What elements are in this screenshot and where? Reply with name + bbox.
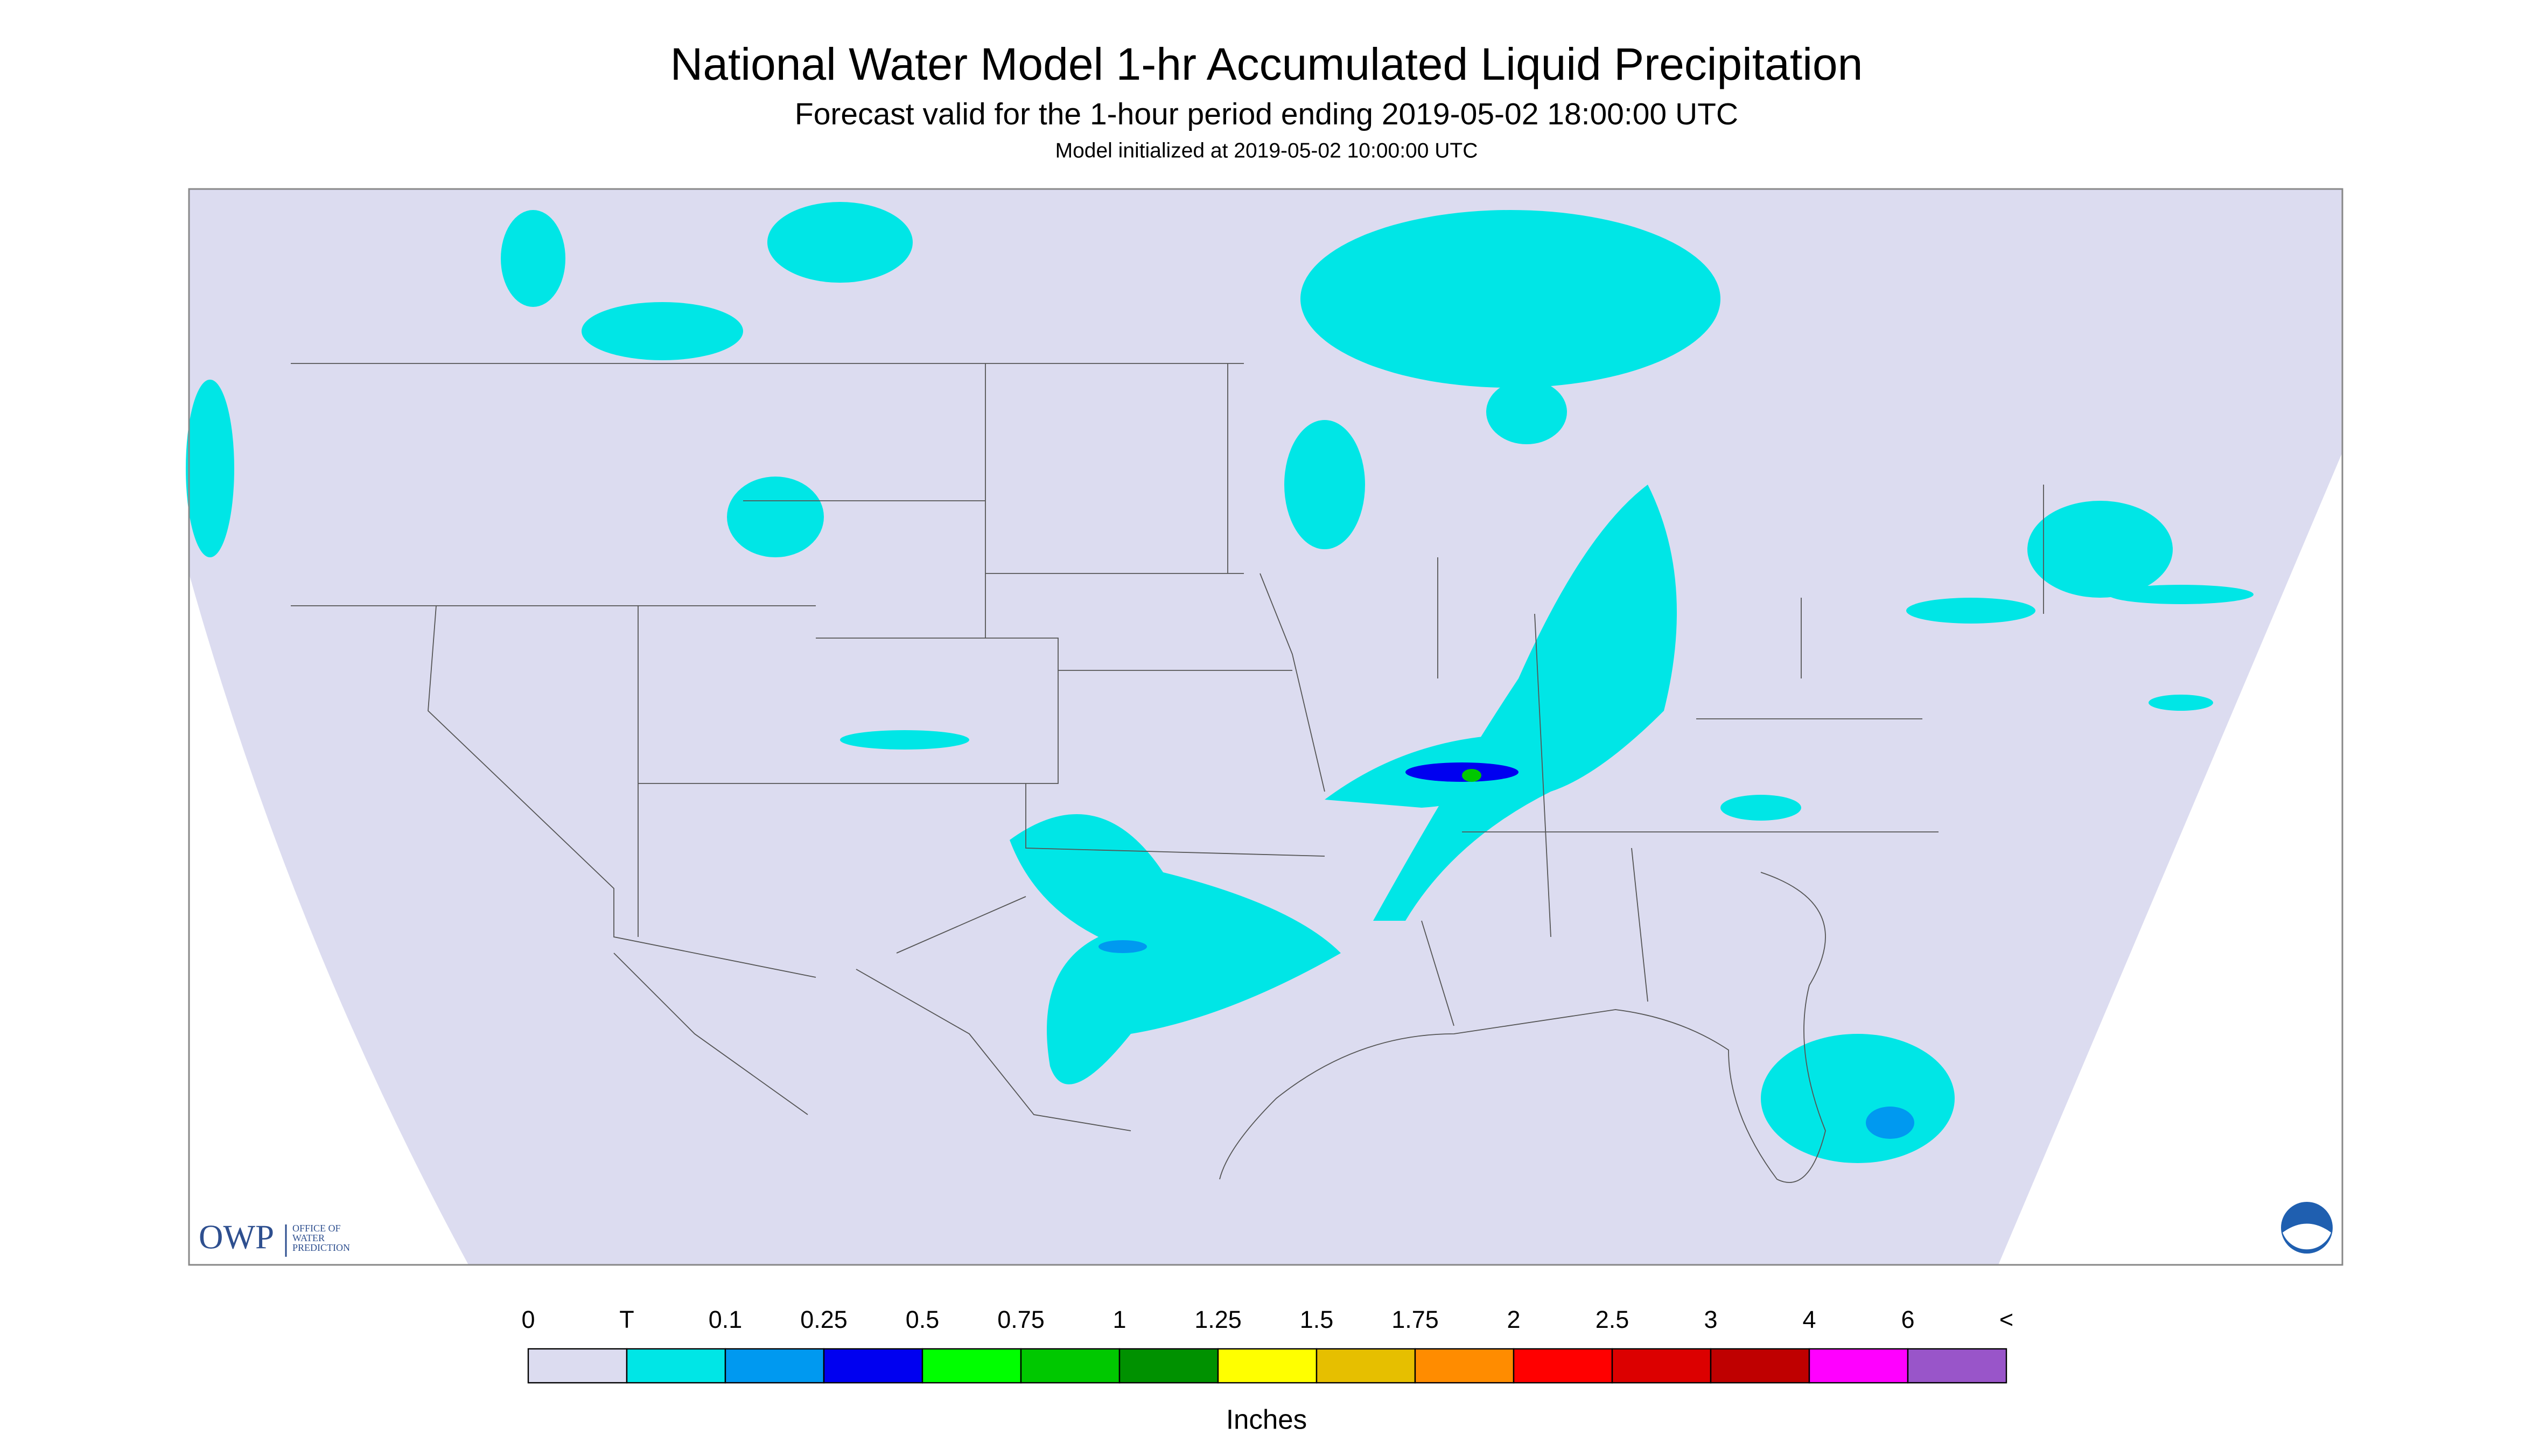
precip-area bbox=[1010, 814, 1341, 1084]
logo-line: OFFICE OF bbox=[292, 1223, 341, 1234]
legend-label: 1.5 bbox=[1300, 1306, 1334, 1333]
subtitle: Forecast valid for the 1-hour period end… bbox=[795, 97, 1738, 131]
precip-area bbox=[2108, 585, 2254, 605]
legend-label: 0.1 bbox=[709, 1306, 743, 1333]
precip-area bbox=[727, 477, 824, 558]
logo-line: PREDICTION bbox=[292, 1242, 350, 1253]
legend-swatch bbox=[1316, 1348, 1416, 1384]
legend-label: 2 bbox=[1507, 1306, 1520, 1333]
precip-area bbox=[1761, 1034, 1955, 1164]
precip-area bbox=[1098, 940, 1147, 954]
legend-label: 0.25 bbox=[800, 1306, 848, 1333]
legend-label: 1.25 bbox=[1194, 1306, 1242, 1333]
map-frame bbox=[188, 188, 2343, 1266]
precip-area bbox=[1906, 598, 2035, 624]
init-note: Model initialized at 2019-05-02 10:00:00… bbox=[1055, 139, 1478, 162]
precip-area bbox=[767, 202, 913, 283]
legend-swatch bbox=[1611, 1348, 1712, 1384]
logo-line: WATER bbox=[292, 1233, 325, 1243]
legend-label: 0.75 bbox=[997, 1306, 1045, 1333]
legend-swatch bbox=[1710, 1348, 1810, 1384]
legend-swatch bbox=[724, 1348, 825, 1384]
legend-label: < bbox=[1999, 1306, 2013, 1333]
legend-swatch bbox=[823, 1348, 923, 1384]
legend-label: T bbox=[619, 1306, 634, 1333]
precip-area bbox=[186, 380, 234, 558]
legend-swatch bbox=[921, 1348, 1022, 1384]
legend-swatch bbox=[1808, 1348, 1909, 1384]
precip-area bbox=[501, 210, 565, 307]
legend-label: 2.5 bbox=[1596, 1306, 1629, 1333]
title: National Water Model 1-hr Accumulated Li… bbox=[670, 39, 1863, 89]
legend-swatch bbox=[1118, 1348, 1219, 1384]
legend-swatch bbox=[1217, 1348, 1318, 1384]
precip-area bbox=[2027, 501, 2173, 598]
legend-label: 4 bbox=[1802, 1306, 1816, 1333]
precip-area bbox=[1300, 210, 1720, 388]
legend-units: Inches bbox=[1226, 1404, 1307, 1434]
legend: 0 T 0.1 0.25 0.5 0.75 1 1.25 1.5 1.75 2 2.5 3 4 6 < bbox=[521, 1306, 2013, 1384]
precip bbox=[186, 202, 2254, 1164]
legend-swatch bbox=[626, 1348, 726, 1384]
precip-area bbox=[1405, 762, 1519, 782]
precip-area bbox=[2149, 695, 2213, 711]
legend-swatch bbox=[527, 1348, 628, 1384]
domain bbox=[189, 189, 2342, 1265]
legend-label: 0.5 bbox=[906, 1306, 940, 1333]
boundaries bbox=[291, 363, 2044, 1183]
precip-area bbox=[1866, 1107, 1914, 1139]
legend-swatch bbox=[1020, 1348, 1121, 1384]
legend-label: 0 bbox=[521, 1306, 535, 1333]
legend-label: 6 bbox=[1901, 1306, 1914, 1333]
precip-area bbox=[1284, 420, 1365, 550]
logo-name: OWP bbox=[199, 1218, 274, 1256]
precip-area bbox=[1486, 380, 1567, 445]
precip-area bbox=[582, 302, 743, 361]
noaa-logo-wave bbox=[2283, 1223, 2331, 1250]
legend-label: 1.75 bbox=[1391, 1306, 1439, 1333]
precip-area bbox=[840, 730, 969, 750]
precip-area bbox=[1373, 485, 1677, 921]
legend-swatch bbox=[1513, 1348, 1613, 1384]
precip-area bbox=[1720, 795, 1801, 821]
legend-swatch bbox=[1907, 1348, 2007, 1384]
legend-label: 3 bbox=[1704, 1306, 1717, 1333]
legend-swatch bbox=[1414, 1348, 1515, 1384]
precip-area bbox=[1462, 769, 1481, 782]
legend-label: 1 bbox=[1112, 1306, 1126, 1333]
